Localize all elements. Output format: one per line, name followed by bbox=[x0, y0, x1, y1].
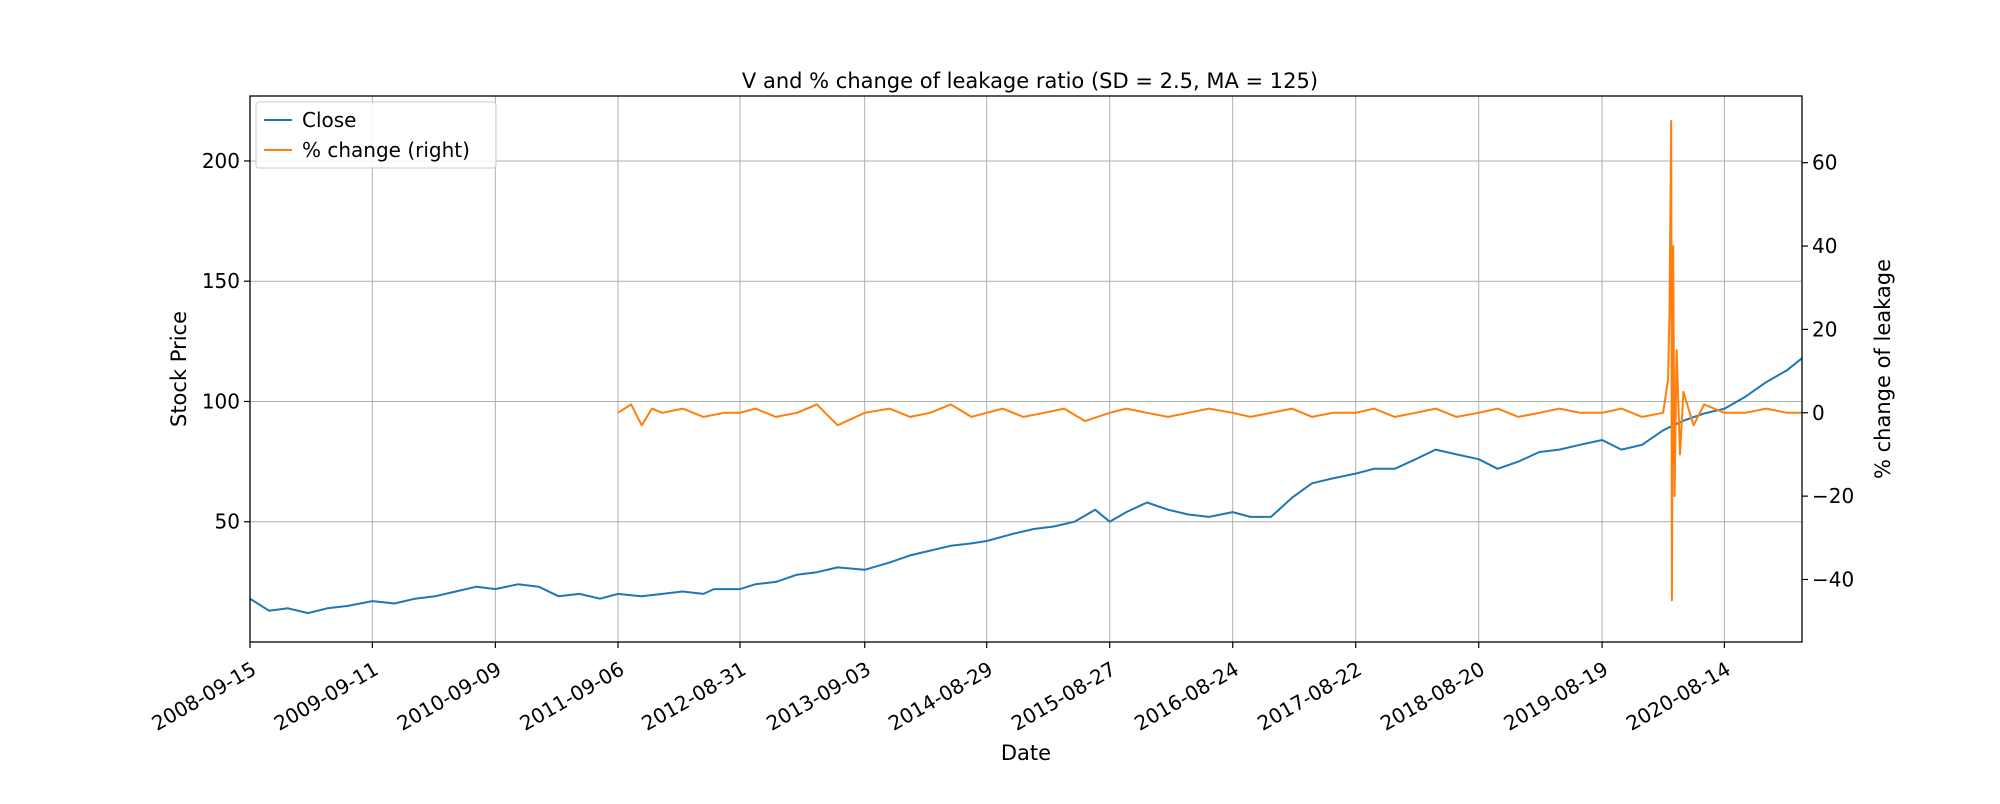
y-tick-label: 50 bbox=[215, 510, 240, 534]
y2-axis-ticks: −40 −20 0 20 40 60 bbox=[1802, 151, 1854, 591]
x-tick-label: 2009-09-11 bbox=[270, 657, 383, 736]
series-line-1 bbox=[617, 120, 1802, 602]
x-tick-label: 2017-08-22 bbox=[1253, 657, 1366, 736]
x-tick-label: 2020-08-14 bbox=[1622, 657, 1735, 736]
legend-label-close: Close bbox=[302, 108, 356, 132]
series-layer bbox=[249, 120, 1803, 615]
y2-tick-label: 0 bbox=[1812, 401, 1825, 425]
x-axis-label: Date bbox=[1001, 741, 1051, 765]
x-tick-label: 2015-08-27 bbox=[1007, 657, 1120, 736]
y-tick-label: 100 bbox=[202, 389, 240, 413]
x-axis-ticks: 2008-09-15 2009-09-11 2010-09-09 2011-09-06… bbox=[147, 642, 1735, 736]
y2-tick-label: 40 bbox=[1812, 234, 1837, 258]
y2-tick-label: −20 bbox=[1812, 484, 1854, 508]
y2-tick-label: 20 bbox=[1812, 317, 1837, 341]
plot-frame bbox=[249, 95, 1803, 643]
x-tick-label: 2011-09-06 bbox=[515, 657, 628, 736]
y-tick-label: 200 bbox=[202, 149, 240, 173]
legend-label-pct-change: % change (right) bbox=[302, 138, 470, 162]
y2-tick-label: 60 bbox=[1812, 151, 1837, 175]
series-line-0 bbox=[249, 357, 1803, 615]
legend: Close % change (right) bbox=[255, 101, 497, 169]
x-tick-label: 2010-09-09 bbox=[393, 657, 506, 736]
x-tick-label: 2014-08-29 bbox=[884, 657, 997, 736]
legend-box bbox=[255, 101, 497, 169]
x-tick-label: 2013-09-03 bbox=[762, 657, 875, 736]
y-tick-label: 150 bbox=[202, 269, 240, 293]
y-axis-ticks: 50 100 150 200 bbox=[202, 149, 250, 534]
y2-tick-label: −40 bbox=[1812, 567, 1854, 591]
x-tick-label: 2008-09-15 bbox=[147, 657, 260, 736]
y2-axis-label: % change of leakage bbox=[1871, 259, 1895, 479]
x-tick-label: 2016-08-24 bbox=[1130, 657, 1243, 736]
y-axis-label: Stock Price bbox=[167, 311, 191, 427]
x-tick-label: 2012-08-31 bbox=[637, 657, 750, 736]
chart-title: V and % change of leakage ratio (SD = 2.… bbox=[742, 69, 1318, 93]
x-tick-label: 2019-08-19 bbox=[1500, 657, 1613, 736]
grid-lines bbox=[249, 96, 1802, 642]
x-tick-label: 2018-08-20 bbox=[1376, 657, 1489, 736]
